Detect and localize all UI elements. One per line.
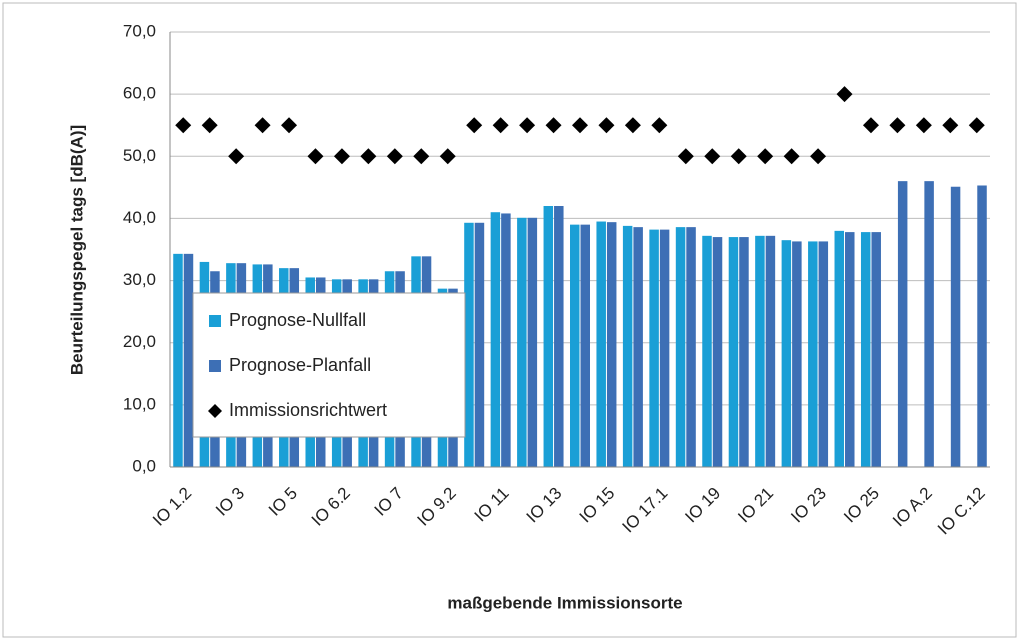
diamond-marker	[862, 117, 879, 134]
y-tick-label: 50,0	[123, 146, 156, 165]
bar	[818, 241, 829, 467]
diamond-marker	[175, 117, 192, 134]
diamond-marker	[915, 117, 932, 134]
diamond-marker	[360, 148, 377, 165]
bar	[739, 237, 749, 467]
diamond-marker	[386, 148, 403, 165]
y-tick-label: 30,0	[123, 270, 156, 289]
diamond-marker	[307, 148, 324, 165]
diamond-marker	[836, 86, 853, 103]
legend-marker	[209, 315, 221, 327]
diamond-marker	[466, 117, 483, 134]
legend-marker	[209, 360, 221, 372]
diamond-marker	[439, 148, 456, 165]
bar	[554, 206, 564, 467]
diamond-marker	[704, 148, 721, 165]
diamond-marker	[333, 148, 350, 165]
y-tick-label: 20,0	[123, 332, 156, 351]
bar	[622, 225, 633, 467]
diamond-marker	[519, 117, 536, 134]
bar	[474, 222, 485, 467]
y-tick-label: 70,0	[123, 21, 156, 40]
bar	[543, 206, 554, 467]
bar	[755, 235, 765, 467]
y-tick-label: 40,0	[123, 208, 156, 227]
diamond-marker	[651, 117, 668, 134]
bar	[633, 227, 643, 467]
legend-marker	[208, 404, 222, 418]
bar	[765, 235, 776, 467]
diamond-marker	[942, 117, 959, 134]
legend-box	[192, 292, 466, 438]
bar	[570, 224, 580, 467]
diamond-marker	[228, 148, 245, 165]
bar	[606, 222, 617, 467]
bar	[871, 232, 881, 467]
diamond-marker	[757, 148, 774, 165]
diamond-marker	[968, 117, 985, 134]
y-tick-label: 60,0	[123, 84, 156, 103]
bar	[702, 235, 712, 467]
diamond-marker	[281, 117, 298, 134]
legend-label: Prognose-Nullfall	[229, 310, 366, 330]
bar	[517, 217, 527, 467]
bar	[649, 229, 659, 467]
bar	[950, 186, 961, 467]
y-tick-label: 10,0	[123, 394, 156, 413]
legend-label: Immissionsrichtwert	[229, 400, 387, 420]
bar	[834, 230, 845, 467]
diamond-marker	[810, 148, 827, 165]
bar	[501, 213, 511, 467]
bar	[712, 237, 723, 467]
diamond-marker	[889, 117, 906, 134]
diamond-marker	[201, 117, 218, 134]
bar	[845, 232, 855, 467]
legend-label: Prognose-Planfall	[229, 355, 371, 375]
diamond-marker	[783, 148, 800, 165]
bar	[686, 227, 696, 467]
diamond-marker	[413, 148, 430, 165]
bar	[464, 222, 474, 467]
diamond-marker	[677, 148, 694, 165]
x-axis-label: maßgebende Immissionsorte	[447, 593, 682, 612]
bar	[527, 217, 538, 467]
diamond-marker	[572, 117, 588, 134]
bar	[675, 227, 686, 467]
diamond-marker	[492, 117, 509, 134]
y-tick-label: 0,0	[132, 456, 156, 475]
diamond-marker	[624, 117, 641, 134]
bar	[490, 212, 501, 467]
bar	[173, 253, 183, 467]
bar	[860, 232, 871, 467]
bar	[183, 253, 194, 467]
diamond-marker	[730, 148, 747, 165]
y-axis-label: Beurteilungspegel tags [dB(A)]	[67, 125, 86, 375]
diamond-marker	[598, 117, 615, 134]
bar	[792, 241, 802, 467]
bar	[781, 240, 792, 467]
diamond-marker	[254, 117, 271, 134]
bar	[596, 221, 606, 467]
bar	[728, 237, 739, 467]
bar	[924, 181, 934, 467]
bar	[580, 224, 590, 467]
bar	[977, 185, 987, 467]
bar	[659, 229, 670, 467]
bar	[808, 241, 818, 467]
diamond-marker	[545, 117, 562, 134]
bar	[897, 181, 908, 467]
